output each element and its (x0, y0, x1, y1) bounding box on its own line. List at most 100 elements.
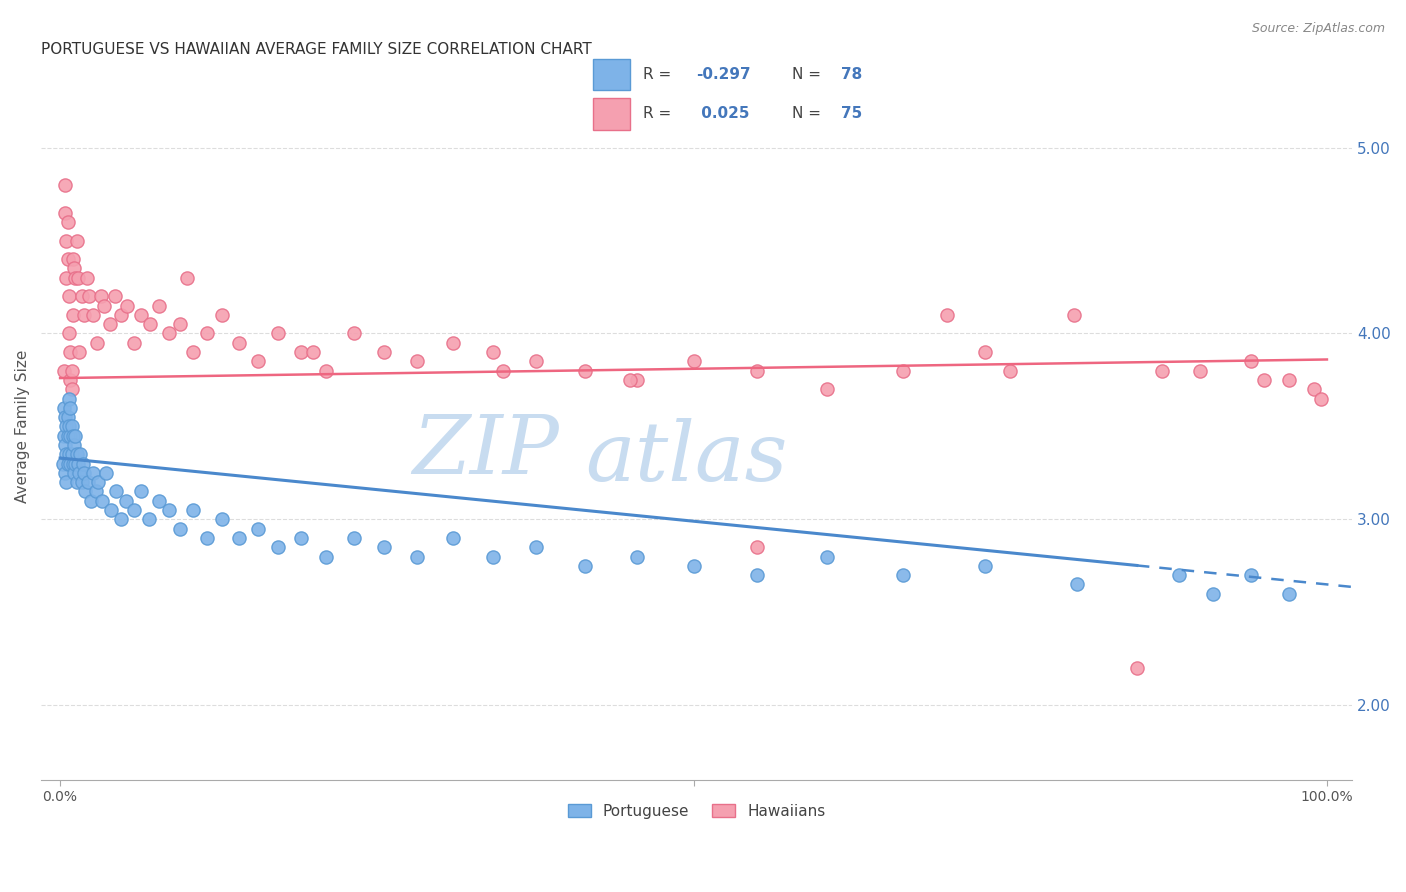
Point (1063, 308, 1085, 322)
Point (169, 522, 191, 536)
Point (1000, 364, 1022, 378)
Point (157, 326, 180, 341)
Point (82, 466, 104, 480)
Point (53, 205, 76, 219)
Point (62, 457, 84, 471)
Point (117, 299, 139, 313)
Point (526, 540, 548, 554)
Point (1240, 354, 1263, 368)
Point (1066, 577, 1088, 591)
Point (181, 503, 204, 517)
Point (55, 234, 77, 248)
Text: N =: N = (792, 67, 825, 82)
Point (315, 364, 337, 378)
Point (157, 503, 180, 517)
Point (492, 364, 515, 378)
Point (73, 308, 96, 322)
Point (228, 335, 250, 350)
Point (52, 428, 75, 442)
Point (52, 457, 75, 471)
Point (745, 364, 768, 378)
Point (60, 364, 83, 378)
Point (90, 493, 112, 508)
Point (211, 512, 233, 526)
Point (53, 410, 76, 425)
Point (76, 270, 98, 285)
Point (1303, 382, 1326, 396)
Point (52, 401, 75, 415)
FancyBboxPatch shape (593, 59, 630, 90)
Point (66, 270, 89, 285)
Point (626, 373, 648, 387)
Point (59, 373, 82, 387)
Point (1126, 661, 1149, 675)
Legend: Portuguese, Hawaiians: Portuguese, Hawaiians (561, 797, 832, 825)
Point (77, 289, 100, 303)
Point (148, 493, 170, 508)
Point (745, 568, 768, 582)
Point (148, 299, 170, 313)
Point (1309, 392, 1331, 406)
Point (56, 410, 79, 425)
Point (65, 428, 87, 442)
Text: 78: 78 (841, 67, 862, 82)
Point (973, 558, 995, 573)
Point (1240, 568, 1263, 582)
Point (58, 326, 80, 341)
Point (129, 484, 152, 499)
Point (815, 549, 838, 564)
Point (682, 354, 704, 368)
Point (246, 522, 269, 536)
Text: PORTUGUESE VS HAWAIIAN AVERAGE FAMILY SIZE CORRELATION CHART: PORTUGUESE VS HAWAIIAN AVERAGE FAMILY SI… (41, 42, 592, 57)
Point (70, 475, 93, 490)
Point (373, 345, 395, 359)
Point (1253, 373, 1275, 387)
Point (176, 270, 198, 285)
Text: -0.297: -0.297 (696, 67, 751, 82)
Point (1202, 587, 1225, 601)
Point (77, 475, 100, 490)
Point (65, 447, 87, 461)
Point (315, 549, 337, 564)
Point (65, 234, 87, 248)
Text: 0.025: 0.025 (696, 106, 749, 121)
Point (73, 466, 96, 480)
Point (63, 261, 86, 276)
Point (60, 447, 83, 461)
Point (98, 317, 121, 331)
Point (745, 540, 768, 554)
Point (406, 354, 429, 368)
Point (59, 345, 82, 359)
Point (67, 345, 90, 359)
Point (87, 475, 110, 490)
Point (94, 466, 117, 480)
Point (58, 447, 80, 461)
Point (70, 289, 93, 303)
Point (195, 326, 218, 341)
Point (72, 457, 94, 471)
Point (66, 457, 89, 471)
Point (65, 457, 87, 471)
Point (63, 466, 86, 480)
Point (56, 428, 79, 442)
Point (246, 354, 269, 368)
Point (53, 438, 76, 452)
Point (122, 503, 145, 517)
Point (526, 354, 548, 368)
Point (935, 308, 957, 322)
Point (65, 270, 87, 285)
Text: atlas: atlas (585, 418, 787, 499)
Point (55, 270, 77, 285)
Point (129, 308, 152, 322)
Y-axis label: Average Family Size: Average Family Size (15, 350, 30, 503)
Point (441, 531, 464, 545)
Point (55, 447, 77, 461)
FancyBboxPatch shape (593, 98, 630, 129)
Point (406, 549, 429, 564)
Point (58, 392, 80, 406)
Point (1189, 364, 1212, 378)
Point (343, 326, 366, 341)
Point (59, 428, 82, 442)
Point (169, 317, 191, 331)
Point (62, 428, 84, 442)
